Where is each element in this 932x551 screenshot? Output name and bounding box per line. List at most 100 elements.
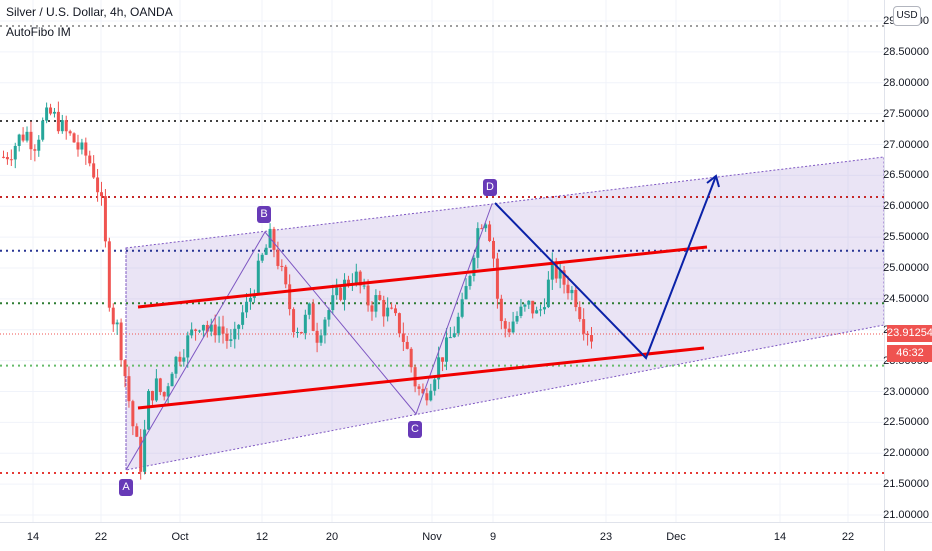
candle-body bbox=[92, 163, 96, 178]
candle-body bbox=[205, 324, 209, 332]
candle-body bbox=[370, 305, 374, 312]
candle-body bbox=[578, 307, 582, 320]
candle-body bbox=[468, 275, 472, 287]
candle-body bbox=[311, 303, 315, 331]
candle-body bbox=[582, 319, 586, 334]
candle-body bbox=[5, 157, 9, 160]
candle-body bbox=[444, 337, 448, 362]
candle-body bbox=[186, 335, 190, 358]
candle-body bbox=[107, 241, 111, 308]
candle-body bbox=[64, 120, 68, 132]
candle-body bbox=[292, 309, 296, 333]
candle-body bbox=[288, 284, 292, 310]
candle-body bbox=[570, 289, 574, 294]
price-axis[interactable]: 29.0000028.5000028.0000027.5000027.00000… bbox=[883, 0, 932, 522]
candle-body bbox=[323, 319, 327, 336]
candle-body bbox=[45, 107, 49, 121]
candle-body bbox=[103, 196, 107, 242]
candle-body bbox=[162, 392, 166, 397]
candle-body bbox=[546, 279, 550, 308]
candle-body bbox=[260, 254, 264, 261]
candle-body bbox=[115, 322, 119, 325]
candle-body bbox=[52, 111, 56, 114]
projection-path[interactable] bbox=[494, 175, 717, 360]
candle-body bbox=[88, 155, 92, 164]
time-tick-label: 14 bbox=[26, 531, 40, 543]
candle-body bbox=[143, 429, 147, 472]
candle-body bbox=[21, 134, 25, 141]
candle-body bbox=[335, 287, 339, 296]
candle-body bbox=[150, 390, 154, 401]
candle-body bbox=[139, 436, 143, 472]
channel-lower-line[interactable] bbox=[137, 346, 705, 410]
candle-body bbox=[68, 131, 72, 134]
price-tick-label: 21.50000 bbox=[883, 478, 929, 491]
candle-body bbox=[119, 322, 123, 361]
wave-label-c[interactable]: C bbox=[408, 421, 422, 438]
candle-body bbox=[264, 247, 268, 255]
candle-body bbox=[209, 324, 213, 332]
price-tick-label: 22.00000 bbox=[883, 447, 929, 460]
candle-body bbox=[123, 360, 127, 377]
price-tick-label: 27.50000 bbox=[883, 107, 929, 120]
candle-body bbox=[343, 279, 347, 300]
currency-button[interactable]: USD bbox=[893, 6, 921, 26]
candle-body bbox=[492, 240, 495, 259]
price-tick-label: 21.00000 bbox=[883, 509, 929, 521]
candle-body bbox=[327, 310, 331, 320]
candle-body bbox=[554, 261, 558, 279]
candle-body bbox=[233, 328, 237, 340]
candle-body bbox=[574, 289, 578, 308]
candle-body bbox=[566, 284, 570, 294]
price-chart[interactable] bbox=[0, 0, 885, 522]
time-tick-label: 14 bbox=[773, 531, 787, 543]
candle-body bbox=[586, 333, 590, 336]
time-axis[interactable]: 14 22 Oct 12 20 Nov 9 23 Dec 14 22 bbox=[0, 522, 884, 551]
candle-body bbox=[56, 111, 60, 132]
candle-body bbox=[174, 356, 178, 374]
grid bbox=[0, 0, 884, 522]
candle-body bbox=[135, 426, 139, 437]
candle-body bbox=[296, 332, 299, 334]
candle-body bbox=[503, 321, 507, 329]
candle-body bbox=[245, 301, 249, 313]
candle-body bbox=[507, 328, 511, 333]
candles bbox=[2, 101, 593, 480]
time-tick-label: 22 bbox=[841, 531, 855, 543]
chart-area[interactable]: Silver / U.S. Dollar, 4h, OANDA AutoFibo… bbox=[0, 0, 885, 522]
time-tick-label: 9 bbox=[489, 531, 497, 543]
candle-body bbox=[425, 393, 429, 401]
candle-body bbox=[378, 295, 382, 300]
fib-channel-fill bbox=[125, 156, 885, 471]
candle-body bbox=[527, 300, 531, 305]
candle-body bbox=[562, 270, 566, 285]
channel-upper-line[interactable] bbox=[137, 245, 708, 309]
candle-body bbox=[409, 348, 413, 368]
candle-body bbox=[495, 258, 499, 299]
candle-body bbox=[433, 379, 437, 391]
candle-body bbox=[217, 326, 221, 336]
candle-body bbox=[158, 378, 162, 393]
candle-body bbox=[49, 107, 53, 114]
time-tick-label: 23 bbox=[599, 531, 613, 543]
indicator-legend[interactable]: AutoFibo IM bbox=[6, 25, 71, 39]
candle-body bbox=[405, 341, 409, 349]
candle-body bbox=[299, 332, 303, 334]
candle-body bbox=[9, 159, 13, 161]
candle-body bbox=[111, 307, 115, 325]
candle-body bbox=[37, 139, 41, 151]
candle-body bbox=[13, 145, 17, 160]
price-tick-label: 26.00000 bbox=[883, 200, 929, 213]
wave-label-a[interactable]: A bbox=[119, 479, 133, 496]
candle-body bbox=[542, 307, 546, 310]
candle-body bbox=[194, 329, 198, 331]
price-tick-label: 22.50000 bbox=[883, 416, 929, 429]
candle-body bbox=[437, 357, 441, 380]
candle-body bbox=[256, 260, 260, 294]
candle-body bbox=[394, 308, 397, 314]
symbol-legend[interactable]: Silver / U.S. Dollar, 4h, OANDA bbox=[6, 5, 173, 19]
wave-label-d[interactable]: D bbox=[483, 179, 497, 196]
price-tick-label: 23.00000 bbox=[883, 385, 929, 398]
wave-label-b[interactable]: B bbox=[257, 206, 271, 223]
candle-body bbox=[276, 249, 280, 266]
